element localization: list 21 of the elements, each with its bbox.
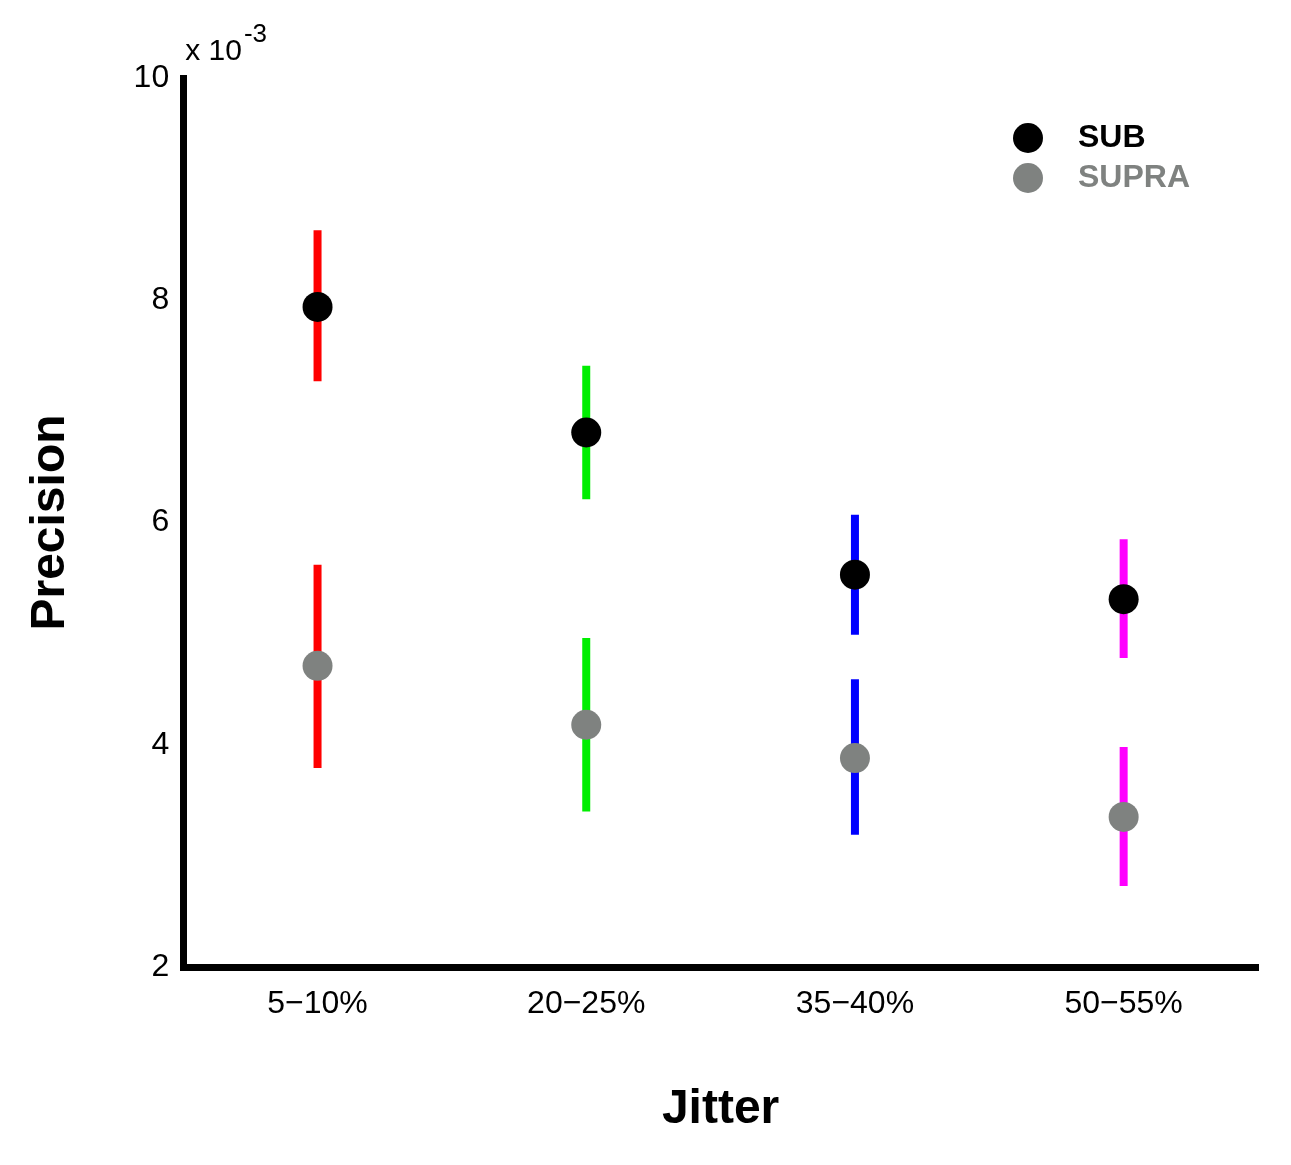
point (571, 709, 602, 740)
point (1108, 584, 1139, 615)
point (839, 743, 870, 774)
y-tick-label: 8 (151, 280, 170, 317)
point (839, 559, 870, 590)
legend-label: SUPRA (1078, 157, 1191, 194)
y-tick-label: 6 (151, 502, 170, 539)
y-axis-title: Precision (21, 414, 75, 631)
legend-label: SUB (1078, 117, 1146, 154)
point (571, 417, 602, 448)
point (302, 291, 333, 322)
y-tick-label: 4 (151, 724, 170, 761)
x-tick-label: 20−25% (527, 984, 646, 1021)
x-tick-label: 50−55% (1064, 984, 1183, 1021)
y-tick-label: 10 (133, 57, 170, 94)
x-tick-label: 5−10% (267, 984, 368, 1021)
point (302, 650, 333, 681)
x-tick-label: 35−40% (795, 984, 915, 1021)
point (1108, 801, 1139, 832)
y-tick-label: 2 (151, 946, 170, 983)
x-axis-title: Jitter (661, 1080, 780, 1134)
